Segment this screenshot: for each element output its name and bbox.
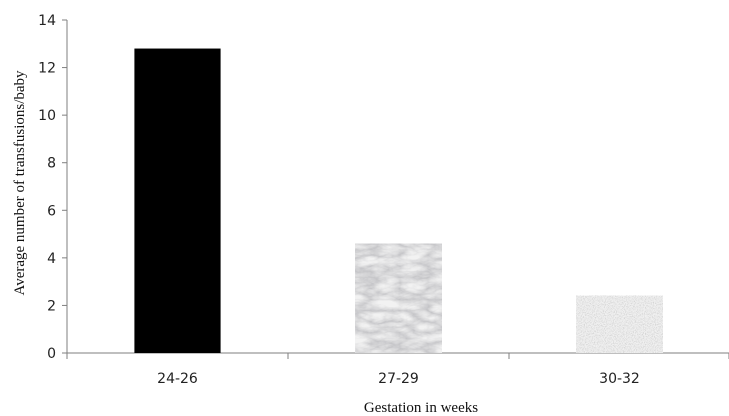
- x-axis: 24-26 27-29 30-32: [66, 352, 729, 387]
- y-tick-label: 4: [47, 251, 56, 267]
- x-tick-label: 30-32: [599, 371, 640, 387]
- y-tick-label: 12: [38, 61, 56, 77]
- y-tick-label: 2: [47, 298, 56, 314]
- y-tick-label: 10: [38, 108, 56, 124]
- bars: [134, 48, 663, 354]
- y-axis-title: Average number of transfusions/baby: [12, 70, 28, 296]
- x-tick-label: 27-29: [378, 371, 419, 387]
- y-tick-label: 8: [47, 156, 56, 172]
- y-tick-label: 6: [47, 203, 56, 219]
- bar-30-32: [576, 295, 663, 353]
- y-axis: 0 2 4 6 8 10 12 14: [38, 13, 68, 362]
- bar-24-26: [134, 48, 221, 354]
- y-tick-label: 0: [47, 346, 56, 362]
- x-tick-label: 24-26: [157, 371, 198, 387]
- bar-27-29: [355, 243, 442, 353]
- y-tick-label: 14: [38, 13, 56, 29]
- x-axis-title: Gestation in weeks: [364, 400, 478, 416]
